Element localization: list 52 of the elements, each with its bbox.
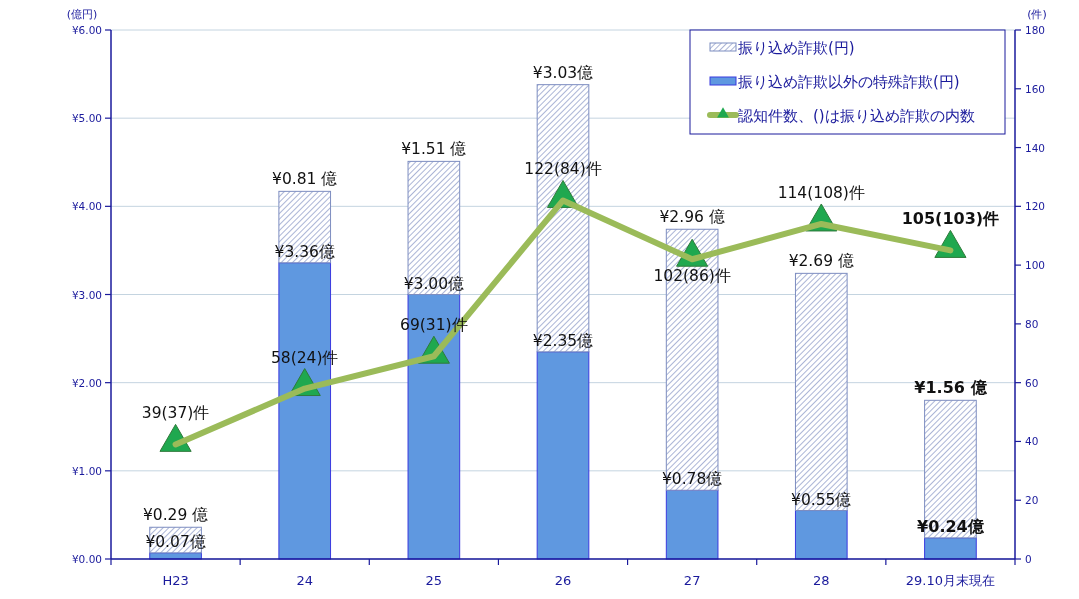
data-label: ¥3.00億 [403,274,465,293]
data-label: ¥3.36億 [274,242,335,261]
data-label: ¥0.07億 [145,532,206,551]
x-tick-label: 26 [554,573,572,588]
x-tick-label: H23 [162,573,189,588]
data-label: ¥0.29 億 [142,506,209,525]
data-label: ¥1.51 億 [401,140,467,159]
bar [924,537,977,560]
legend-label: 振り込め詐欺以外の特殊詐欺(円) [738,72,960,91]
x-tick-label: 25 [425,573,443,588]
y2-tick-label: 180 [1025,24,1046,36]
y-tick-label: ¥5.00 [71,112,102,125]
data-label: ¥0.81 億 [272,170,338,189]
bar [794,510,848,560]
y-tick-label: ¥6.00 [71,24,102,36]
y-tick-label: ¥1.00 [71,464,102,477]
y2-axis-title: (件) [1027,8,1047,21]
y2-tick-label: 20 [1025,494,1039,507]
x-tick-label: 28 [813,573,830,588]
data-label: 39(37)件 [141,404,210,423]
data-label: ¥1.56 億 [914,378,988,398]
x-tick-label: 24 [296,573,313,588]
y-axis-title: (億円) [66,8,98,21]
y2-tick-label: 100 [1025,259,1046,272]
y-tick-label: ¥0.00 [71,553,102,565]
bar [665,489,719,560]
y2-tick-label: 40 [1025,435,1039,448]
y2-tick-label: 80 [1025,317,1039,330]
data-label: 122(84)件 [524,160,602,179]
y2-tick-label: 140 [1025,141,1046,154]
data-label: 105(103)件 [901,209,1000,229]
y-tick-label: ¥3.00 [71,288,102,301]
data-label: ¥3.03億 [532,63,594,82]
data-label: ¥2.96 億 [659,208,725,227]
data-label: ¥0.78億 [661,470,723,489]
data-label: ¥0.24億 [917,516,985,536]
legend-label: 振り込め詐欺(円) [738,38,855,57]
data-label: 114(108)件 [777,183,865,202]
data-label: ¥2.35億 [532,331,594,350]
y2-tick-label: 120 [1025,200,1046,213]
y-tick-label: ¥2.00 [71,376,102,389]
y2-tick-label: 160 [1025,82,1046,95]
legend-label: 認知件数、()は振り込め詐欺の内数 [738,106,975,125]
y2-tick-label: 0 [1025,553,1032,565]
x-tick-label: 29.10月末現在 [905,573,996,588]
data-label: 102(86)件 [653,267,731,286]
y-tick-label: ¥4.00 [71,200,102,213]
data-label: ¥0.55億 [791,490,852,509]
data-label: ¥2.69 億 [788,252,854,271]
x-tick-label: 27 [683,573,701,588]
y2-tick-label: 60 [1025,376,1039,389]
bar [536,351,590,560]
